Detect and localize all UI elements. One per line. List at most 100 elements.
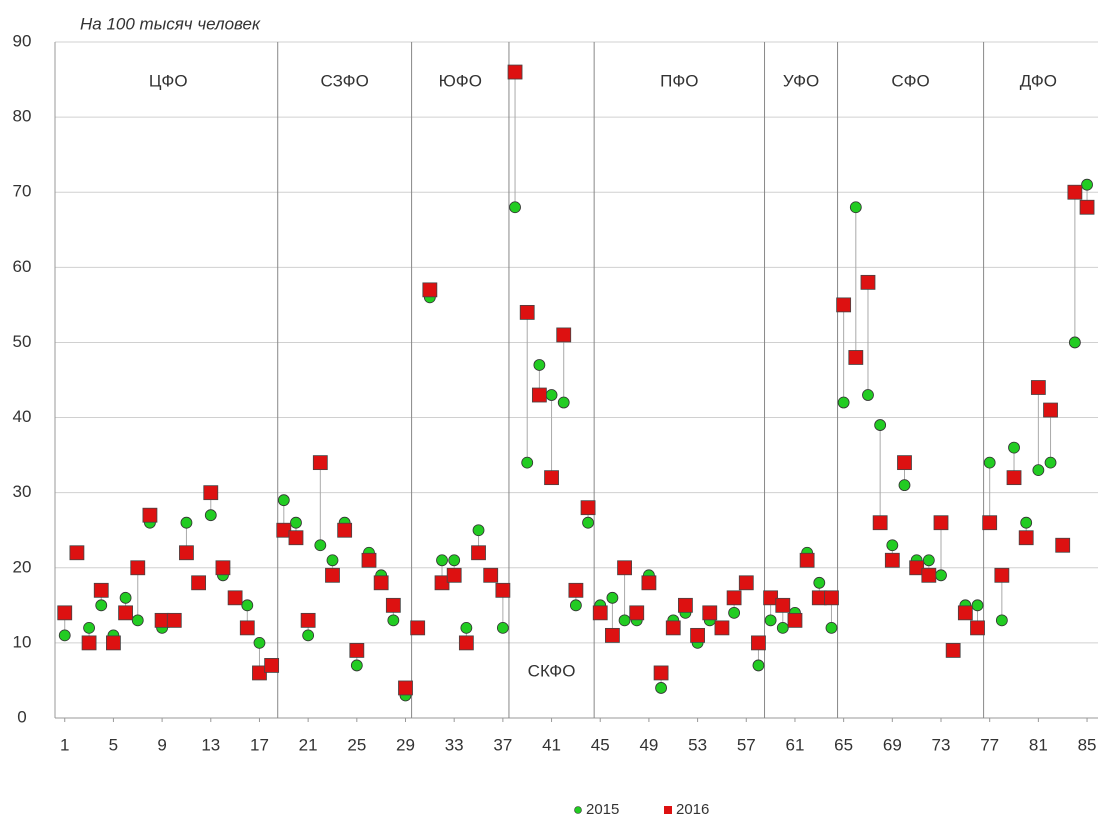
point [909,560,925,576]
point [509,201,521,214]
point [714,620,730,636]
point [131,614,144,627]
point [921,567,937,583]
point [398,680,413,696]
point [605,627,620,643]
point [557,396,570,409]
x-tick-label: 33 [445,735,464,754]
point [957,605,973,621]
point [227,590,243,606]
point [253,636,266,649]
point [1030,380,1046,395]
x-tick-label: 85 [1078,735,1097,754]
point [434,575,450,591]
point [81,635,97,651]
y-tick-label: 10 [13,632,32,651]
point [57,605,73,621]
point [95,599,108,612]
point [118,605,133,621]
point [641,575,657,591]
point [678,597,693,613]
point [215,560,231,576]
point [361,552,377,568]
point [387,614,400,627]
x-tick-label: 77 [980,735,999,754]
point [799,552,815,568]
point [142,507,158,523]
point [860,274,876,290]
point [728,606,741,619]
x-tick-label: 25 [347,735,366,754]
x-tick-label: 21 [299,735,318,754]
legend-marker [574,806,582,814]
point [862,389,874,401]
point [436,554,448,567]
point [460,621,473,634]
point [277,494,290,507]
point [204,509,217,522]
y-tick-label: 40 [13,407,32,426]
point [655,682,667,694]
point [1032,464,1045,477]
point [738,575,754,591]
point [519,304,535,320]
y-tick-label: 50 [13,332,32,351]
point [521,456,534,469]
point [629,605,645,621]
point [288,530,304,546]
point [373,575,389,591]
point [446,567,462,583]
x-tick-label: 45 [591,735,610,754]
region-label: ДФО [1020,71,1057,90]
point [568,582,584,598]
x-tick-label: 53 [688,735,707,754]
point [665,620,681,636]
y-tick-label: 90 [13,31,32,50]
point [83,621,95,634]
y-tick-label: 70 [13,182,32,201]
point [58,629,71,642]
point [874,419,887,431]
point [239,620,255,636]
point [496,621,509,634]
point [726,590,742,606]
point [897,455,912,471]
chart-title: На 100 тысяч человек [80,14,261,33]
point [276,522,292,538]
x-tick-label: 29 [396,735,415,754]
point [531,387,547,403]
point [180,516,193,529]
point [410,620,426,636]
y-tick-label: 30 [13,482,32,501]
point [825,621,838,634]
x-tick-label: 49 [639,735,658,754]
point [1020,516,1033,529]
region-label: УФО [783,71,819,90]
point [166,612,182,628]
legend-label: 2016 [676,801,709,818]
point [106,635,121,651]
point [569,599,582,612]
point [752,659,765,672]
point [1081,178,1093,191]
y-tick-label: 80 [13,107,32,126]
point [337,522,353,538]
y-tick-label: 0 [17,707,26,726]
x-tick-label: 17 [250,735,269,754]
point [556,327,572,343]
region-label: СЗФО [320,71,368,90]
point [314,539,327,552]
point [653,665,669,681]
x-tick-label: 65 [834,735,853,754]
point [606,591,619,604]
point [702,605,718,621]
point [849,201,862,214]
point [775,597,791,613]
x-tick-label: 57 [737,735,756,754]
point [592,605,608,621]
point [325,567,340,583]
point [898,479,911,492]
point [994,567,1010,583]
point [1055,537,1071,553]
